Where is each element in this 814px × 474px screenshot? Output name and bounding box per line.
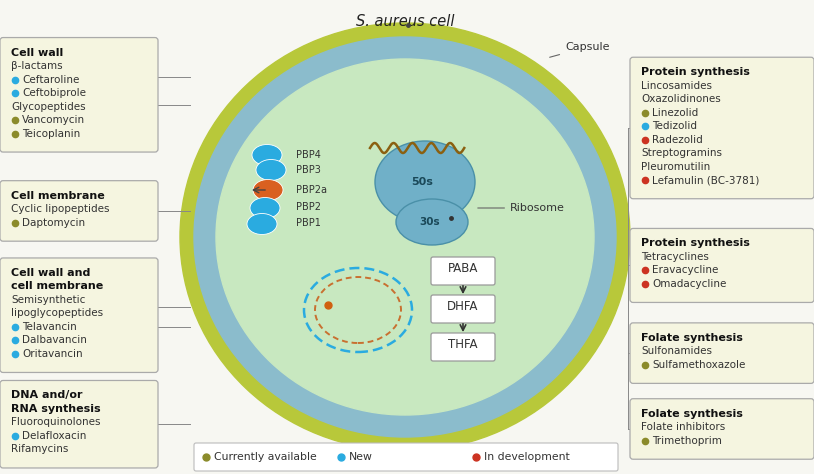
Ellipse shape <box>180 23 630 451</box>
Text: Dalbavancin: Dalbavancin <box>22 336 87 346</box>
Text: Fluoroquinolones: Fluoroquinolones <box>11 418 100 428</box>
Ellipse shape <box>256 159 286 181</box>
Text: Pleuromutilin: Pleuromutilin <box>641 162 711 172</box>
Text: Capsule: Capsule <box>549 42 610 57</box>
Text: Omadacycline: Omadacycline <box>652 279 726 289</box>
Text: THFA: THFA <box>449 338 478 352</box>
Text: β-lactams: β-lactams <box>11 61 63 71</box>
Text: Lefamulin (BC-3781): Lefamulin (BC-3781) <box>652 175 759 185</box>
Text: PBP2: PBP2 <box>296 202 321 212</box>
Text: Sulfonamides: Sulfonamides <box>641 346 712 356</box>
Text: 50s: 50s <box>411 177 433 187</box>
FancyBboxPatch shape <box>630 323 814 383</box>
Text: 30s: 30s <box>420 217 440 227</box>
Text: PBP3: PBP3 <box>296 165 321 175</box>
Text: Trimethoprim: Trimethoprim <box>652 436 722 446</box>
Ellipse shape <box>247 213 277 235</box>
Ellipse shape <box>253 180 283 201</box>
Text: Cell membrane: Cell membrane <box>11 191 105 201</box>
Text: Linezolid: Linezolid <box>652 108 698 118</box>
Text: PBP4: PBP4 <box>296 150 321 160</box>
Text: S. aureus cell: S. aureus cell <box>356 14 454 29</box>
Text: Protein synthesis: Protein synthesis <box>641 238 750 248</box>
Text: Teicoplanin: Teicoplanin <box>22 128 81 138</box>
Text: New: New <box>349 452 373 462</box>
Ellipse shape <box>375 141 475 223</box>
Text: Cell wall: Cell wall <box>11 47 63 57</box>
FancyBboxPatch shape <box>431 295 495 323</box>
Text: Daptomycin: Daptomycin <box>22 218 85 228</box>
Ellipse shape <box>194 37 616 437</box>
FancyBboxPatch shape <box>194 443 618 471</box>
Text: Protein synthesis: Protein synthesis <box>641 67 750 77</box>
Text: Eravacycline: Eravacycline <box>652 265 719 275</box>
FancyBboxPatch shape <box>431 333 495 361</box>
FancyBboxPatch shape <box>0 381 158 468</box>
Text: Ceftobiprole: Ceftobiprole <box>22 88 86 98</box>
Text: PABA: PABA <box>448 263 478 275</box>
FancyBboxPatch shape <box>0 258 158 373</box>
Text: Ribosome: Ribosome <box>478 203 565 213</box>
Text: Ceftaroline: Ceftaroline <box>22 74 80 84</box>
FancyBboxPatch shape <box>0 181 158 241</box>
Ellipse shape <box>396 199 468 245</box>
Text: DNA and/or: DNA and/or <box>11 391 82 401</box>
Text: Lincosamides: Lincosamides <box>641 81 712 91</box>
Text: Sulfamethoxazole: Sulfamethoxazole <box>652 360 746 370</box>
Text: Cell wall and: Cell wall and <box>11 268 90 278</box>
Text: RNA synthesis: RNA synthesis <box>11 404 101 414</box>
Text: cell membrane: cell membrane <box>11 282 103 292</box>
Text: PBP1: PBP1 <box>296 218 321 228</box>
FancyBboxPatch shape <box>431 257 495 285</box>
Text: Telavancin: Telavancin <box>22 322 77 332</box>
Text: Semisynthetic: Semisynthetic <box>11 295 85 305</box>
Text: Streptogramins: Streptogramins <box>641 148 722 158</box>
Text: Glycopeptides: Glycopeptides <box>11 101 85 111</box>
Ellipse shape <box>252 145 282 165</box>
Text: Tetracyclines: Tetracyclines <box>641 252 709 262</box>
Text: Cyclic lipopeptides: Cyclic lipopeptides <box>11 204 110 214</box>
Text: lipoglycopeptides: lipoglycopeptides <box>11 309 103 319</box>
FancyBboxPatch shape <box>0 37 158 152</box>
Text: Folate synthesis: Folate synthesis <box>641 333 743 343</box>
Text: In development: In development <box>484 452 570 462</box>
Text: Radezolid: Radezolid <box>652 135 702 145</box>
Text: Tedizolid: Tedizolid <box>652 121 697 131</box>
Text: Oxazolidinones: Oxazolidinones <box>641 94 720 104</box>
Text: Oritavancin: Oritavancin <box>22 349 83 359</box>
FancyBboxPatch shape <box>630 57 814 199</box>
Text: PBP2a: PBP2a <box>296 185 327 195</box>
Text: Currently available: Currently available <box>214 452 317 462</box>
Text: Vancomycin: Vancomycin <box>22 115 85 125</box>
FancyBboxPatch shape <box>630 399 814 459</box>
Text: DHFA: DHFA <box>448 301 479 313</box>
Text: Folate synthesis: Folate synthesis <box>641 409 743 419</box>
Text: Rifamycins: Rifamycins <box>11 445 68 455</box>
Ellipse shape <box>216 59 594 415</box>
Text: Delafloxacin: Delafloxacin <box>22 431 86 441</box>
Ellipse shape <box>250 198 280 219</box>
FancyBboxPatch shape <box>630 228 814 302</box>
Text: Folate inhibitors: Folate inhibitors <box>641 422 725 432</box>
